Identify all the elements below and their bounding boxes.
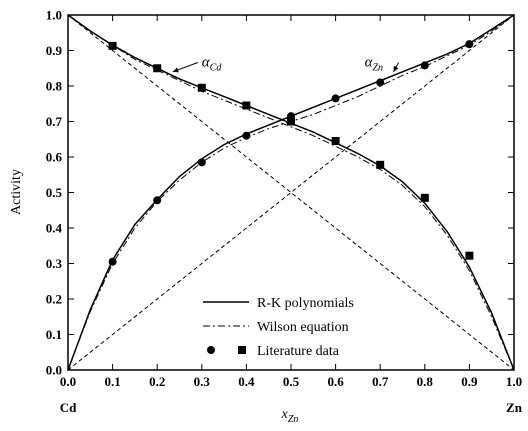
data-point-square xyxy=(197,83,206,92)
data-point-circle xyxy=(420,61,429,70)
x-tick-label: 0.8 xyxy=(417,374,434,389)
data-point-square xyxy=(465,251,474,260)
y-tick-label: 0.8 xyxy=(46,79,63,94)
y-axis-label: Activity xyxy=(9,169,24,215)
data-point-circle xyxy=(376,78,385,87)
x-tick-label: 0.0 xyxy=(60,374,76,389)
x-end-label-right: Zn xyxy=(506,400,523,415)
x-end-label-left: Cd xyxy=(60,400,77,415)
annotation-symbol: α xyxy=(202,54,211,70)
x-tick-label: 0.3 xyxy=(194,374,211,389)
legend-label: Literature data xyxy=(257,344,340,359)
x-tick-label: 0.4 xyxy=(238,374,255,389)
data-point-circle xyxy=(108,257,117,266)
legend-marker-circle xyxy=(207,346,215,354)
data-point-square xyxy=(287,117,295,126)
annotation-subscript: Cd xyxy=(210,62,223,73)
y-tick-label: 0.2 xyxy=(46,292,62,307)
x-tick-label: 0.9 xyxy=(461,374,478,389)
y-tick-label: 1.0 xyxy=(46,8,62,23)
axis-ticks: 0.0 0.1 0.2 0.3 0.4 0.5 0.6 0.7 0.8 0.9 1.0 0.0 0.1 0… xyxy=(46,8,522,390)
curve-annotation: αZn xyxy=(365,54,383,73)
y-tick-label: 0.1 xyxy=(46,327,62,342)
data-point-square xyxy=(331,137,340,146)
y-tick-label: 0.3 xyxy=(46,256,63,271)
data-point-circle xyxy=(153,196,162,205)
x-tick-label: 0.5 xyxy=(283,374,300,389)
data-point-circle xyxy=(331,94,340,103)
y-tick-label: 0.9 xyxy=(46,43,63,58)
curve-annotation: αCd xyxy=(202,54,223,73)
annotation-symbol: α xyxy=(365,54,374,70)
curve-annotations: αCd αZn xyxy=(172,54,400,73)
data-point-circle xyxy=(242,131,251,140)
data-point-square xyxy=(420,193,429,202)
y-tick-label: 0.5 xyxy=(46,185,63,200)
legend-label: Wilson equation xyxy=(257,320,349,335)
x-tick-label: 0.2 xyxy=(149,374,165,389)
x-tick-label: 0.6 xyxy=(327,374,344,389)
y-tick-label: 0.0 xyxy=(46,363,62,378)
data-point-square xyxy=(242,101,251,110)
y-tick-label: 0.4 xyxy=(46,221,63,236)
annotation-arrowhead xyxy=(393,65,399,72)
y-tick-label: 0.7 xyxy=(46,114,63,129)
x-tick-label: 0.1 xyxy=(104,374,120,389)
x-axis-label: xZn xyxy=(281,407,299,425)
y-tick-label: 0.6 xyxy=(46,150,63,165)
x-axis-label-sub: Zn xyxy=(288,414,299,425)
chart-curves xyxy=(67,14,515,371)
annotation-arrowhead xyxy=(172,67,179,73)
legend: R-K polynomials Wilson equation Literature… xyxy=(203,296,354,359)
annotation-subscript: Zn xyxy=(372,62,383,73)
data-point-square xyxy=(153,64,162,73)
x-axis-label-main: x xyxy=(281,407,289,422)
x-tick-label: 0.7 xyxy=(372,374,389,389)
series-line xyxy=(67,14,515,371)
data-point-square xyxy=(108,41,117,50)
legend-label: R-K polynomials xyxy=(257,296,354,311)
data-point-square xyxy=(376,160,385,169)
x-tick-label: 1.0 xyxy=(506,374,522,389)
data-point-circle xyxy=(465,40,474,49)
data-point-circle xyxy=(197,158,206,167)
chart-markers xyxy=(108,40,474,266)
legend-marker-square xyxy=(238,346,246,354)
